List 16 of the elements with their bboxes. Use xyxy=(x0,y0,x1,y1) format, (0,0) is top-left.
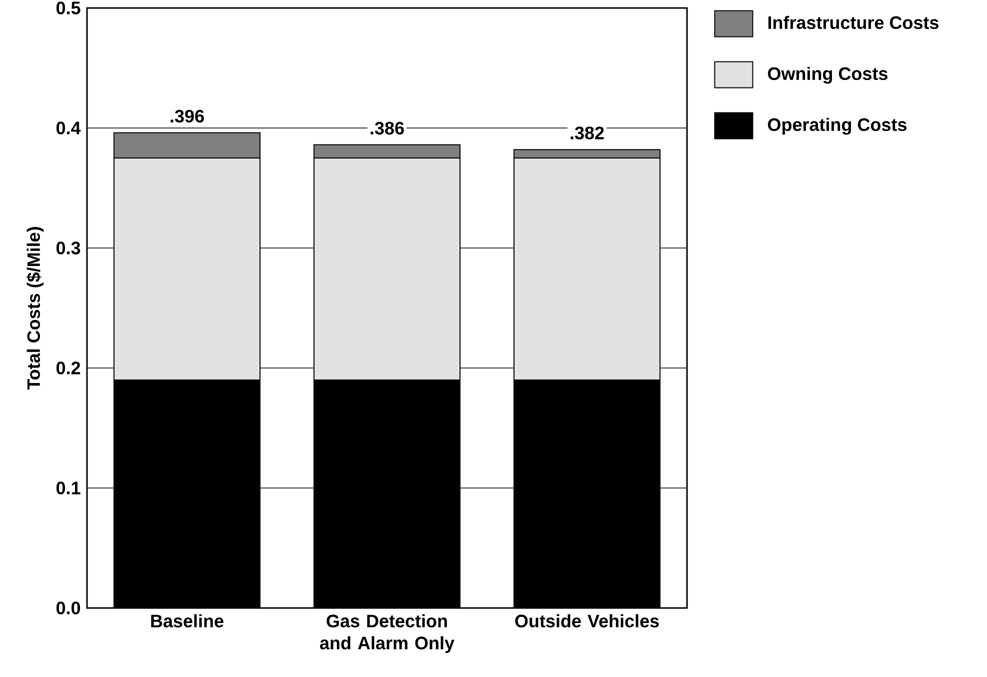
y-tick-label: 0.3 xyxy=(56,242,80,254)
x-tick-label: Gas Detection and Alarm Only xyxy=(320,614,454,653)
x-tick-label: Outside Vehicles xyxy=(515,614,659,628)
total-label: .382 xyxy=(570,126,604,140)
y-tick-label: 0.4 xyxy=(56,122,81,134)
legend-label: Infrastructure Costs xyxy=(768,16,938,30)
x-tick-label: Baseline xyxy=(151,614,224,628)
y-tick-label: 0.1 xyxy=(56,482,80,494)
y-tick-label: 0.2 xyxy=(56,362,80,374)
legend-label: Operating Costs xyxy=(768,118,906,135)
legend-label: Owning Costs xyxy=(768,66,888,84)
y-tick-label: 0.0 xyxy=(56,602,80,614)
total-label: .386 xyxy=(370,122,404,135)
y-axis-title: Total Costs ($/Mile) xyxy=(26,227,44,390)
total-label: .396 xyxy=(170,110,204,123)
y-tick-label: 0.5 xyxy=(56,2,80,14)
